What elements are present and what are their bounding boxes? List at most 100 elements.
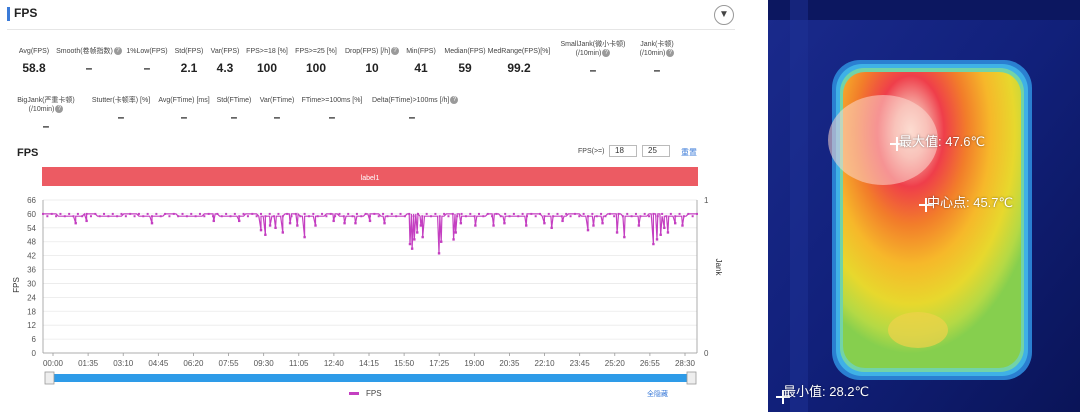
fps-point (565, 212, 568, 215)
y-tick-label: 48 (27, 238, 36, 247)
min-temp-label: 最小值: 28.2℃ (783, 384, 870, 399)
fps-dip-point (459, 221, 463, 225)
stat-value: 58.8 (22, 61, 46, 75)
stat-value: – (85, 61, 93, 75)
fps-point (595, 215, 598, 218)
fps-point (560, 215, 563, 218)
x-tick-label: 22:10 (535, 359, 556, 368)
stat-label: Jank(卡顿) (640, 41, 674, 48)
stat-label: Drop(FPS) [/h] (344, 48, 391, 55)
stat-label: Std(FPS) (174, 48, 204, 55)
help-icon[interactable]: ? (55, 105, 64, 114)
fps-point (504, 212, 507, 215)
x-tick-label: 04:45 (148, 359, 169, 368)
fps-point (621, 215, 624, 218)
fps-point (55, 215, 58, 218)
stat-value: – (328, 110, 336, 124)
stat-label-unit: (/10min) (575, 50, 602, 57)
fps-point (395, 215, 398, 218)
hide-all-button[interactable]: 全隐藏 (647, 391, 668, 398)
help-icon[interactable]: ? (391, 47, 400, 56)
fps-threshold-input-2[interactable]: 25 (642, 145, 670, 157)
stat-label: Stutter(卡顿率) [%] (91, 97, 151, 104)
fps-point (146, 212, 149, 215)
help-icon[interactable]: ? (666, 49, 675, 58)
fps-point (290, 215, 293, 218)
fps-point (656, 215, 659, 218)
fps-point (604, 215, 607, 218)
fps-point (678, 212, 681, 215)
fps-dip-point (85, 219, 88, 223)
y2-tick-label: 0 (704, 349, 709, 358)
stat-value: – (42, 119, 50, 133)
fps-point (377, 215, 380, 218)
fps-point (229, 215, 232, 218)
fps-point (652, 212, 655, 215)
fps-point (164, 212, 167, 215)
stat-stats_row1-2: 1%Low(FPS) – (107, 47, 187, 75)
fps-point (639, 215, 642, 218)
fps-point (103, 212, 106, 215)
stat-value: 2.1 (180, 61, 198, 75)
stat-label: Avg(FPS) (18, 48, 50, 55)
fps-point (98, 215, 101, 218)
fps-point (582, 212, 585, 215)
fps-point (478, 212, 480, 215)
fps-point (277, 212, 280, 215)
fps-point (626, 212, 629, 215)
fps-dip-point (492, 224, 495, 227)
stat-stats_row1-6: FPS>=25 [%] 100 (276, 47, 356, 75)
help-icon[interactable]: ? (602, 49, 611, 58)
max-temp-crosshair-icon (890, 137, 904, 151)
y-tick-label: 12 (27, 321, 36, 330)
help-icon[interactable]: ? (113, 47, 122, 56)
fps-point (198, 212, 201, 215)
fps-point (687, 212, 690, 215)
fps-dip-point (383, 221, 386, 225)
fps-point (434, 212, 437, 215)
fps-point (486, 212, 489, 215)
fps-point (85, 212, 88, 215)
fps-dip-point (268, 224, 272, 227)
fps-point (220, 215, 223, 218)
stat-stats_row1-0: Avg(FPS) 58.8 (0, 47, 74, 75)
zoom-slider-track (50, 374, 692, 382)
stat-stats_row2-6: Delta(FTime)>100ms [/h]? – (372, 96, 459, 124)
fps-point (233, 212, 236, 215)
fps-point (63, 215, 66, 218)
stat-label: MedRange(FPS)[%] (487, 48, 551, 55)
fps-point (329, 212, 332, 215)
fps-point (696, 212, 698, 215)
fps-point (286, 212, 289, 215)
stat-stats_row1-11: SmallJank(微小卡顿) (/10min)? – (553, 40, 633, 77)
fps-dip-point (561, 219, 564, 223)
fps-point (325, 215, 328, 218)
fps-point (508, 215, 511, 218)
x-tick-label: 25:20 (605, 359, 626, 368)
fps-point (216, 212, 219, 215)
fps-dip-point (601, 221, 604, 225)
fps-point (316, 215, 319, 218)
fps-threshold-input-1[interactable]: 18 (609, 145, 637, 157)
stat-label: FPS>=25 [%] (295, 48, 337, 55)
fps-dip-point (454, 231, 457, 234)
fps-point (403, 215, 406, 218)
fps-point (386, 215, 389, 218)
fps-dip-point (413, 238, 416, 241)
fps-point (521, 212, 524, 215)
fps-dip-point (592, 224, 595, 227)
reset-button[interactable]: 重置 (681, 148, 697, 157)
stat-label: SmallJank(微小卡顿) (560, 41, 626, 48)
fps-dip-point (296, 224, 299, 227)
fps-point (438, 215, 441, 218)
collapse-icon[interactable]: ▼ (714, 5, 734, 25)
fps-point (334, 215, 337, 218)
help-icon[interactable]: ? (450, 96, 459, 105)
stat-value: – (653, 63, 661, 77)
fps-point (260, 212, 262, 215)
fps-point (185, 215, 188, 218)
stat-stats_row2-3: Std(FTime) – (194, 96, 274, 124)
fps-dip-point (421, 235, 424, 239)
fps-point (530, 212, 533, 215)
x-tick-label: 00:00 (43, 359, 64, 368)
